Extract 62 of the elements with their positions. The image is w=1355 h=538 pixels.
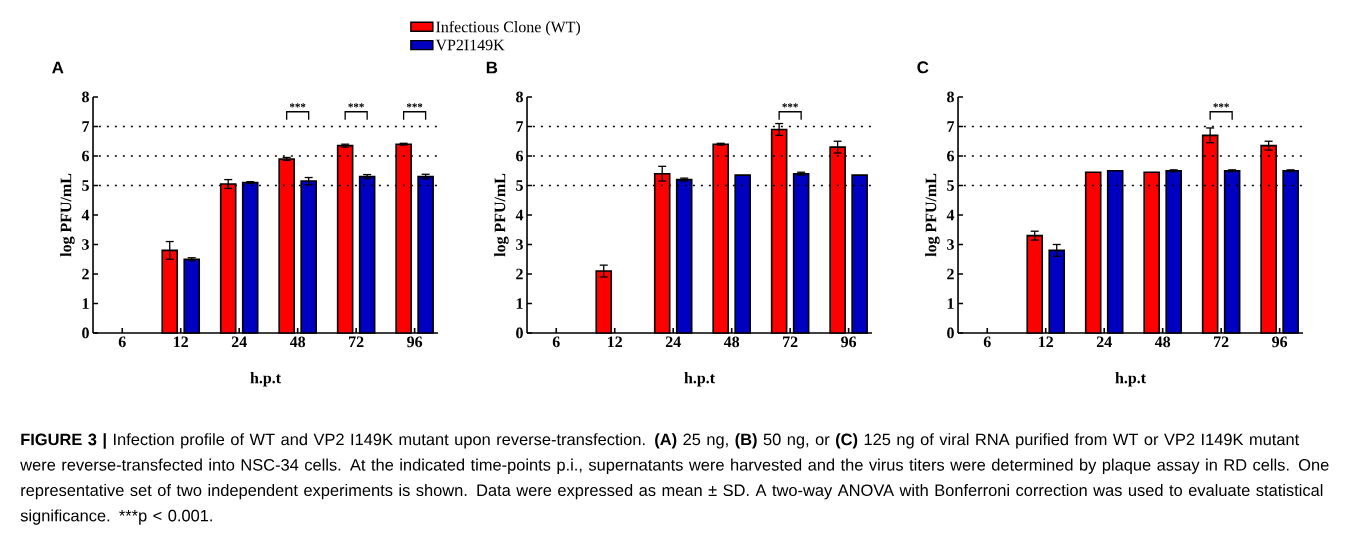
x-tick-label: 96 [841, 336, 857, 348]
y-axis-title: log PFU/mL [925, 173, 940, 257]
y-tick-label: 6 [516, 150, 524, 162]
y-tick-label: 8 [516, 91, 523, 103]
chart-title: C [917, 61, 929, 74]
x-tick-label: 12 [174, 336, 189, 348]
x-tick-label: 72 [1214, 336, 1229, 348]
x-axis-title: h.p.t [250, 372, 281, 387]
y-tick-label: 0 [82, 327, 89, 339]
chart-title: A [52, 61, 64, 74]
annotation: *** [406, 103, 423, 108]
x-axis-title: h.p.t [684, 372, 715, 387]
annotation: *** [1213, 103, 1229, 108]
y-tick-label: 4 [946, 209, 955, 221]
y-tick-label: 1 [82, 298, 89, 309]
y-tick-label: 4 [515, 209, 524, 221]
y-tick-label: 7 [516, 121, 524, 132]
y-tick-label: 0 [516, 327, 523, 339]
y-tick-label: 3 [82, 239, 89, 250]
y-tick-label: 2 [516, 268, 523, 280]
text: FIGURE 3 | Infection profile of WT and VP2 I149K mutant upon reverse-transfection. (A) 25 ng, (B) 50 ng, or (C) 125 ng of viral RNA purified from WT or VP2 I149K mutant were reverse-transfected into NSC-34 cells. At the indicated time-points p.i., supernatants were harvested and the virus titers were determined by plaque assay in RD cells. One representative set of two independent experiments is shown. Data were expressed as mean ± SD. A two-way ANOVA with Bonferroni correction was used to evaluate statistical significance. ***p < 0.001. [20, 433, 1329, 525]
y-tick-label: 3 [516, 239, 523, 250]
y-tick-label: 4 [81, 209, 90, 221]
y-tick-label: 0 [947, 327, 954, 339]
x-axis-title: h.p.t [1115, 372, 1146, 387]
x-tick-label: 72 [349, 336, 364, 348]
y-tick-label: 2 [947, 268, 954, 280]
x-tick-label: 6 [118, 336, 126, 348]
y-tick-label: 3 [947, 239, 954, 250]
y-tick-label: 1 [947, 298, 954, 309]
y-tick-label: 6 [82, 150, 90, 162]
x-tick-label: 12 [1039, 336, 1054, 348]
y-axis-title: log PFU/mL [494, 173, 509, 257]
y-tick-label: 2 [82, 268, 89, 280]
y-tick-label: 1 [516, 298, 523, 309]
y-tick-label: 5 [516, 180, 523, 191]
x-tick-label: 48 [723, 336, 740, 348]
annotation: *** [348, 103, 364, 108]
x-tick-label: 48 [1154, 336, 1171, 348]
annotation: *** [782, 103, 798, 108]
x-tick-label: 24 [1096, 336, 1112, 348]
y-tick-label: 7 [82, 121, 90, 132]
x-tick-label: 96 [1272, 336, 1288, 348]
x-tick-label: 24 [231, 336, 247, 348]
x-tick-label: 12 [608, 336, 623, 348]
y-tick-label: 7 [947, 121, 955, 132]
legend-label: Infectious Clone (WT) [436, 20, 581, 36]
x-tick-label: 96 [407, 336, 423, 348]
annotation: *** [289, 103, 306, 108]
x-tick-label: 72 [783, 336, 798, 348]
x-tick-label: 48 [289, 336, 306, 348]
x-tick-label: 6 [983, 336, 991, 348]
y-tick-label: 5 [82, 180, 89, 191]
y-tick-label: 6 [947, 150, 955, 162]
y-axis-title: log PFU/mL [60, 173, 75, 257]
y-tick-label: 8 [947, 91, 954, 103]
x-tick-label: 6 [552, 336, 560, 348]
y-tick-label: 5 [947, 180, 954, 191]
y-tick-label: 8 [82, 91, 89, 103]
x-tick-label: 24 [665, 336, 681, 348]
legend-label: VP2I149K [435, 39, 505, 51]
chart-title: B [486, 61, 498, 74]
